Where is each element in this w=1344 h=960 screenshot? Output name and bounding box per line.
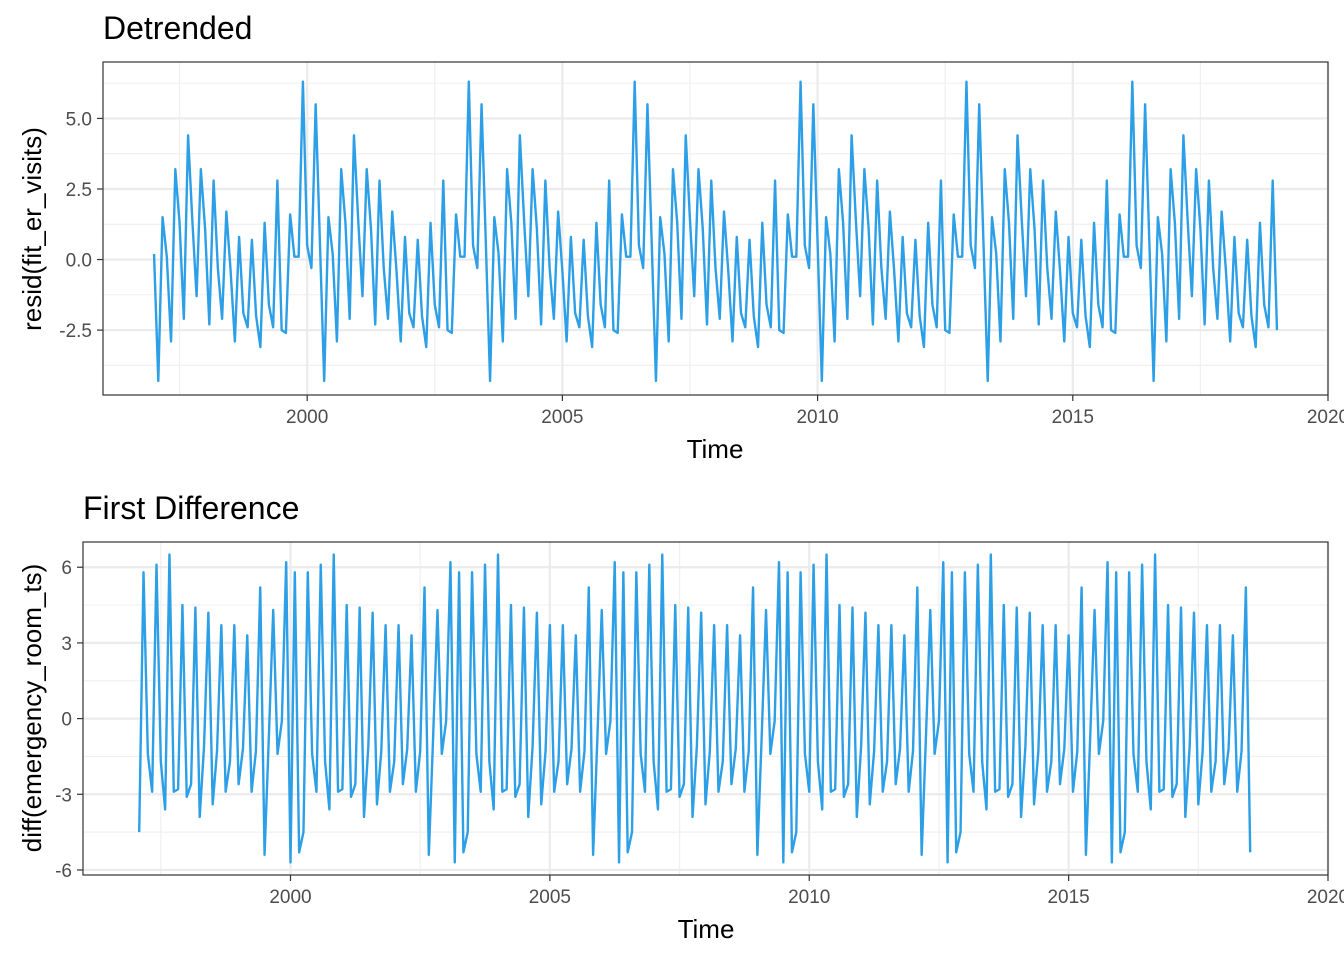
first-difference-y-tick-label: 0 <box>61 710 72 731</box>
detrended-y-tick-label: 5.0 <box>66 109 92 130</box>
first-difference-y-tick-label: -3 <box>55 785 72 806</box>
first-difference-x-tick-label: 2020 <box>1307 887 1344 908</box>
detrended-x-tick-label: 2020 <box>1307 407 1344 428</box>
detrended-y-tick-label: 2.5 <box>66 180 92 201</box>
first-difference-x-tick-label: 2010 <box>788 887 830 908</box>
detrended-x-tick-label: 2015 <box>1052 407 1094 428</box>
first-difference-plot-area: 2000 2005 2010 2015 2020 -6 -3 0 3 6 <box>55 541 1344 908</box>
detrended-y-tick-label: 0.0 <box>66 251 92 272</box>
detrended-plot-area: 2000 2005 2010 2015 2020 -2.5 0.0 2.5 5.0 <box>59 61 1344 428</box>
panel-detrended: Detrended Time resid(fit_er_visits) 2000… <box>17 10 1344 464</box>
detrended-x-tick-label: 2000 <box>286 407 328 428</box>
detrended-y-tick-label: -2.5 <box>59 321 92 342</box>
first-difference-x-tick-label: 2015 <box>1047 887 1089 908</box>
first-difference-xlabel: Time <box>678 914 735 944</box>
first-difference-y-tick-label: 3 <box>61 634 72 655</box>
detrended-x-tick-label: 2005 <box>541 407 583 428</box>
detrended-series-line <box>152 80 1279 383</box>
first-difference-ylabel: diff(emergency_room_ts) <box>17 564 47 853</box>
first-difference-x-tick-label: 2005 <box>529 887 571 908</box>
detrended-ylabel: resid(fit_er_visits) <box>17 127 47 331</box>
detrended-x-tick-label: 2010 <box>796 407 838 428</box>
panel-first-difference: First Difference Time diff(emergency_roo… <box>17 490 1344 944</box>
first-difference-panel-border <box>82 541 1329 876</box>
first-difference-y-tick-label: 6 <box>61 558 72 579</box>
first-difference-title: First Difference <box>83 490 299 526</box>
detrended-title: Detrended <box>103 10 252 46</box>
first-difference-y-tick-label: -6 <box>55 861 72 882</box>
first-difference-series-line <box>138 553 1252 864</box>
first-difference-x-tick-label: 2000 <box>269 887 311 908</box>
detrended-xlabel: Time <box>687 434 744 464</box>
detrended-panel-border <box>102 61 1329 396</box>
